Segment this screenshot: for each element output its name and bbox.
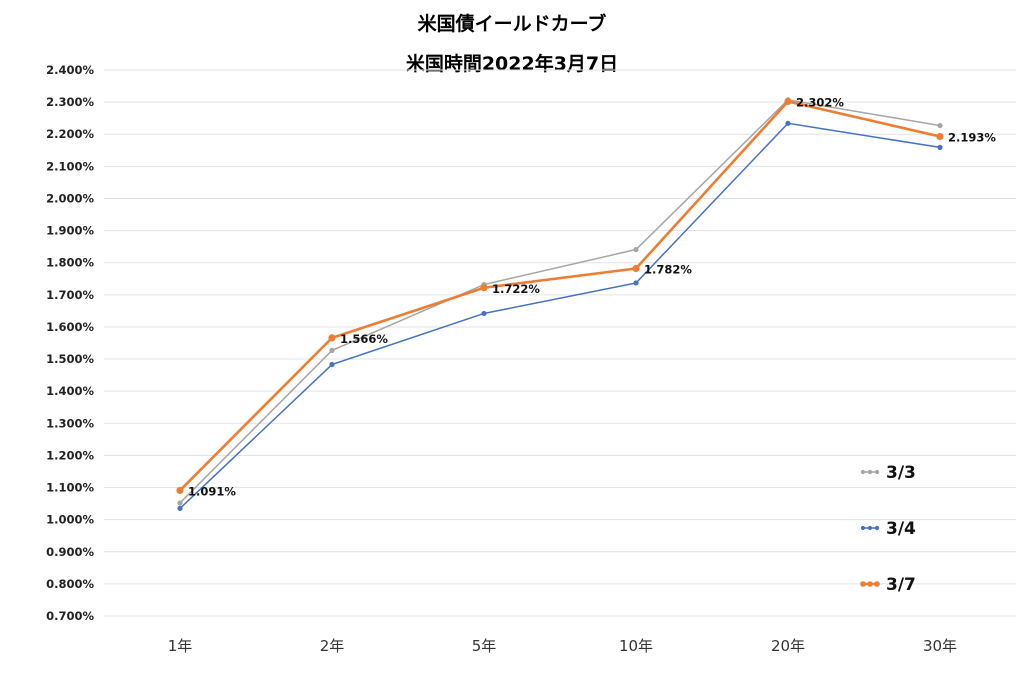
data-point: [177, 500, 183, 506]
data-point: [936, 132, 944, 141]
data-point: [176, 486, 184, 495]
gridlines: [104, 69, 1016, 617]
x-tick-label: 10年: [619, 637, 653, 655]
legend-swatch-marker: [867, 469, 873, 475]
series-line-3-3: [179, 99, 941, 504]
data-label: 1.782%: [644, 262, 692, 276]
legend-swatch-marker: [860, 525, 866, 531]
y-tick-label: 2.000%: [46, 191, 94, 205]
legend-entry-label: 3/7: [886, 575, 916, 595]
y-tick-label: 0.700%: [46, 609, 94, 623]
legend-swatch-marker: [874, 469, 880, 475]
data-point: [633, 280, 639, 286]
legend-swatch-marker: [860, 581, 866, 587]
data-point: [632, 264, 640, 273]
y-tick-label: 1.600%: [46, 320, 94, 334]
data-label: 2.193%: [948, 130, 996, 144]
legend-swatch-marker: [867, 581, 873, 587]
legend-swatch-marker: [874, 581, 880, 587]
y-tick-label: 2.200%: [46, 127, 94, 141]
data-point: [785, 120, 791, 126]
data-point: [633, 246, 639, 253]
x-tick-label: 2年: [320, 637, 345, 655]
chart-subtitle: 米国時間2022年3月7日: [406, 52, 618, 75]
x-tick-label: 5年: [472, 637, 497, 655]
y-tick-label: 1.300%: [46, 416, 94, 430]
legend-swatch-marker: [874, 525, 880, 531]
x-tick-label: 30年: [923, 637, 957, 655]
data-labels: 1.091% 1.566% 1.722% 1.782% 2.302% 2.193%: [188, 95, 996, 498]
data-point: [328, 334, 336, 342]
data-point: [480, 284, 488, 292]
series-line-3-7: [179, 100, 941, 492]
y-tick-label: 1.400%: [46, 384, 94, 398]
y-tick-label: 1.700%: [46, 288, 94, 302]
data-point: [937, 144, 943, 151]
y-tick-label: 1.500%: [46, 352, 94, 366]
data-label: 1.091%: [188, 484, 236, 498]
data-point: [481, 310, 487, 317]
data-label: 1.722%: [492, 282, 540, 296]
x-tick-label: 1年: [168, 637, 193, 655]
series-line-3-4: [179, 122, 941, 509]
legend-swatch-marker: [860, 469, 866, 475]
y-tick-label: 1.000%: [46, 513, 94, 527]
data-label: 1.566%: [340, 332, 388, 346]
data-point: [177, 505, 183, 512]
legend: 3/3 3/4 3/7: [860, 463, 916, 595]
x-axis-tick-labels: 1年 2年 5年 10年 20年 30年: [168, 637, 957, 655]
y-tick-label: 2.300%: [46, 95, 94, 109]
y-tick-label: 0.900%: [46, 545, 94, 559]
x-tick-label: 20年: [771, 637, 805, 655]
data-point: [937, 122, 943, 129]
y-tick-label: 2.400%: [46, 63, 94, 77]
y-tick-label: 1.200%: [46, 448, 94, 462]
y-tick-label: 1.900%: [46, 224, 94, 238]
y-tick-label: 0.800%: [46, 577, 94, 591]
y-tick-label: 2.100%: [46, 159, 94, 173]
y-axis-tick-labels: 0.700% 0.800% 0.900% 1.000% 1.100% 1.200% 1.30…: [46, 63, 94, 623]
data-label: 2.302%: [796, 95, 844, 109]
legend-entry-label: 3/4: [886, 519, 916, 539]
legend-swatch-marker: [867, 525, 873, 531]
data-point: [784, 97, 792, 106]
chart-title: 米国債イールドカーブ: [418, 12, 607, 35]
series-lines: [176, 97, 944, 512]
data-point: [329, 347, 335, 353]
data-point: [329, 361, 335, 368]
legend-entry-label: 3/3: [886, 463, 916, 483]
y-tick-label: 1.100%: [46, 481, 94, 495]
y-tick-label: 1.800%: [46, 256, 94, 270]
